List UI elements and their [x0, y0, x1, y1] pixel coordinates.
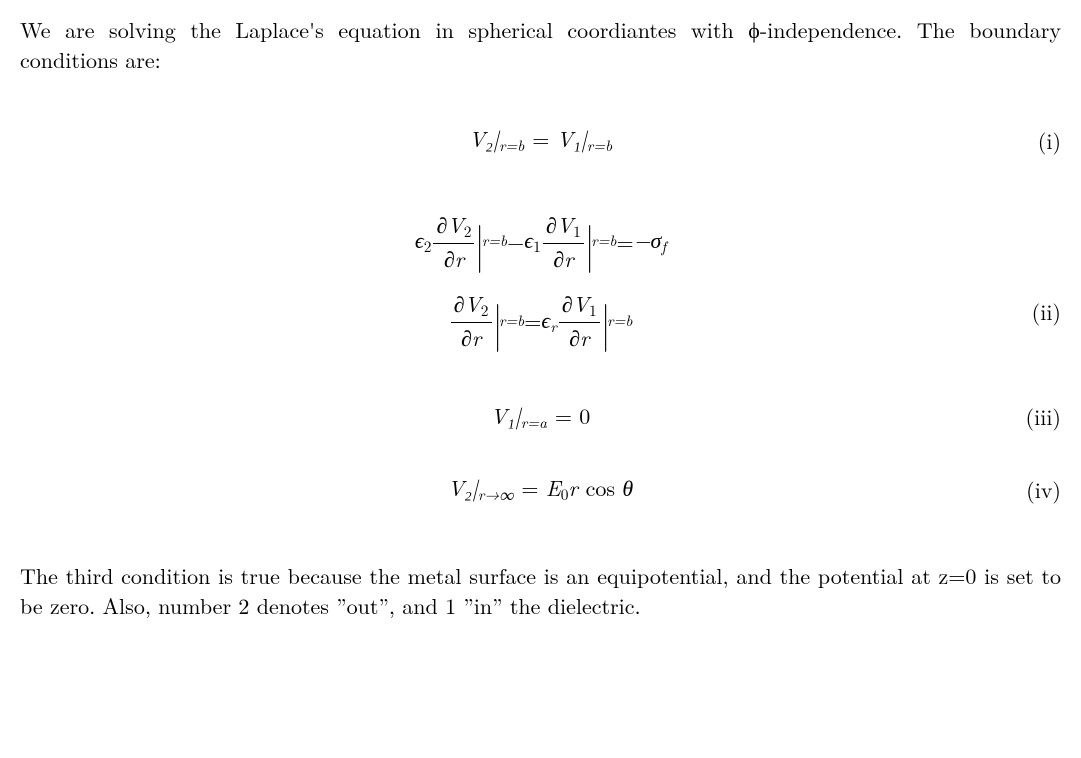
eq-iv-lhs: V₂|r→∞	[448, 472, 522, 503]
eq-i-eq: =	[532, 123, 556, 154]
eq-iii-rhs: = 0	[555, 400, 590, 431]
eq-iv-rhs: E0r cos θ	[546, 472, 633, 503]
intro-text: We are solving the Laplace's equation in…	[20, 14, 1061, 75]
eq-ii-tag: (ii)	[1032, 297, 1061, 327]
equation-iv: V₂|r→∞ = E0r cos θ (iv)	[20, 473, 1061, 506]
eq-iv-tag: (iv)	[1026, 475, 1061, 505]
equation-i: V₂|r=b = V₁|r=b (i)	[20, 124, 1061, 157]
equation-ii: ϵ2 ∂V2 ∂r |r=b − ϵ1 ∂V1 ∂r |r=b = −σf	[20, 202, 1061, 361]
eq-iii-tag: (iii)	[1026, 402, 1061, 432]
outro-paragraph: The third condition is true because the …	[20, 561, 1061, 620]
equation-iii: V₁|r=a = 0 (iii)	[20, 401, 1061, 434]
eq-ii-line1: ϵ2 ∂V2 ∂r |r=b − ϵ1 ∂V1 ∂r |r=b = −σf	[415, 210, 666, 273]
eq-i-lhs: V₂|r=b	[469, 123, 532, 154]
outro-text: The third condition is true because the …	[20, 560, 1061, 621]
eq-iii-lhs: V₁|r=a	[491, 400, 555, 431]
eq-i-rhs: V₁|r=b	[557, 123, 613, 154]
eq-i-tag: (i)	[1038, 126, 1061, 156]
eq-ii-line2: ∂V2 ∂r |r=b = ϵr ∂V1 ∂r |r=b	[449, 289, 633, 352]
intro-paragraph: We are solving the Laplace's equation in…	[20, 15, 1061, 74]
